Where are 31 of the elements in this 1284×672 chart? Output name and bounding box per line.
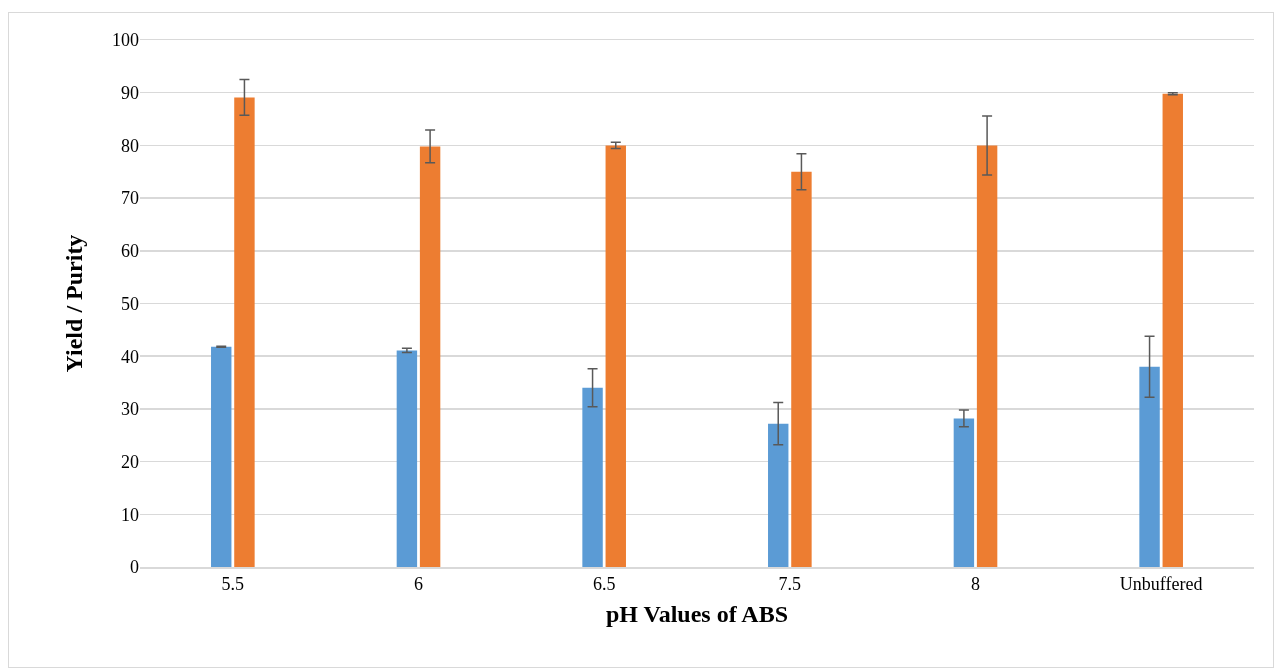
y-tick-label: 90 bbox=[121, 83, 139, 103]
bar bbox=[791, 171, 812, 567]
x-tick-label: 6 bbox=[414, 574, 423, 595]
y-tick-label: 10 bbox=[121, 504, 139, 525]
y-tick-label: 20 bbox=[121, 451, 139, 472]
x-tick-label: 5.5 bbox=[221, 574, 245, 595]
x-tick-label: 6.5 bbox=[592, 574, 616, 595]
bar bbox=[582, 387, 603, 567]
y-tick-label: 0 bbox=[130, 557, 139, 578]
y-tick-label: 60 bbox=[121, 241, 139, 262]
y-tick-label: 80 bbox=[121, 135, 139, 156]
bar bbox=[953, 418, 975, 567]
y-tick-label: 100 bbox=[112, 30, 139, 51]
y-axis-title: Yield / Purity bbox=[61, 234, 88, 373]
x-tick-label: 7.5 bbox=[778, 574, 802, 595]
x-tick-label: 8 bbox=[971, 574, 980, 595]
bar bbox=[976, 145, 998, 567]
bar bbox=[234, 97, 255, 567]
y-tick-label: 40 bbox=[121, 346, 139, 367]
y-tick-label: 30 bbox=[121, 399, 139, 420]
bar bbox=[1162, 93, 1183, 567]
bar bbox=[419, 146, 441, 567]
y-tick-label: 70 bbox=[121, 188, 139, 209]
bar bbox=[396, 350, 418, 567]
bar bbox=[1139, 366, 1160, 567]
x-axis-title: pH Values of ABS bbox=[605, 601, 789, 628]
y-tick-label: 50 bbox=[121, 293, 139, 314]
bar bbox=[768, 423, 789, 567]
bar bbox=[211, 346, 232, 567]
bar bbox=[605, 145, 626, 567]
x-tick-label: Unbuffered bbox=[1119, 574, 1203, 595]
